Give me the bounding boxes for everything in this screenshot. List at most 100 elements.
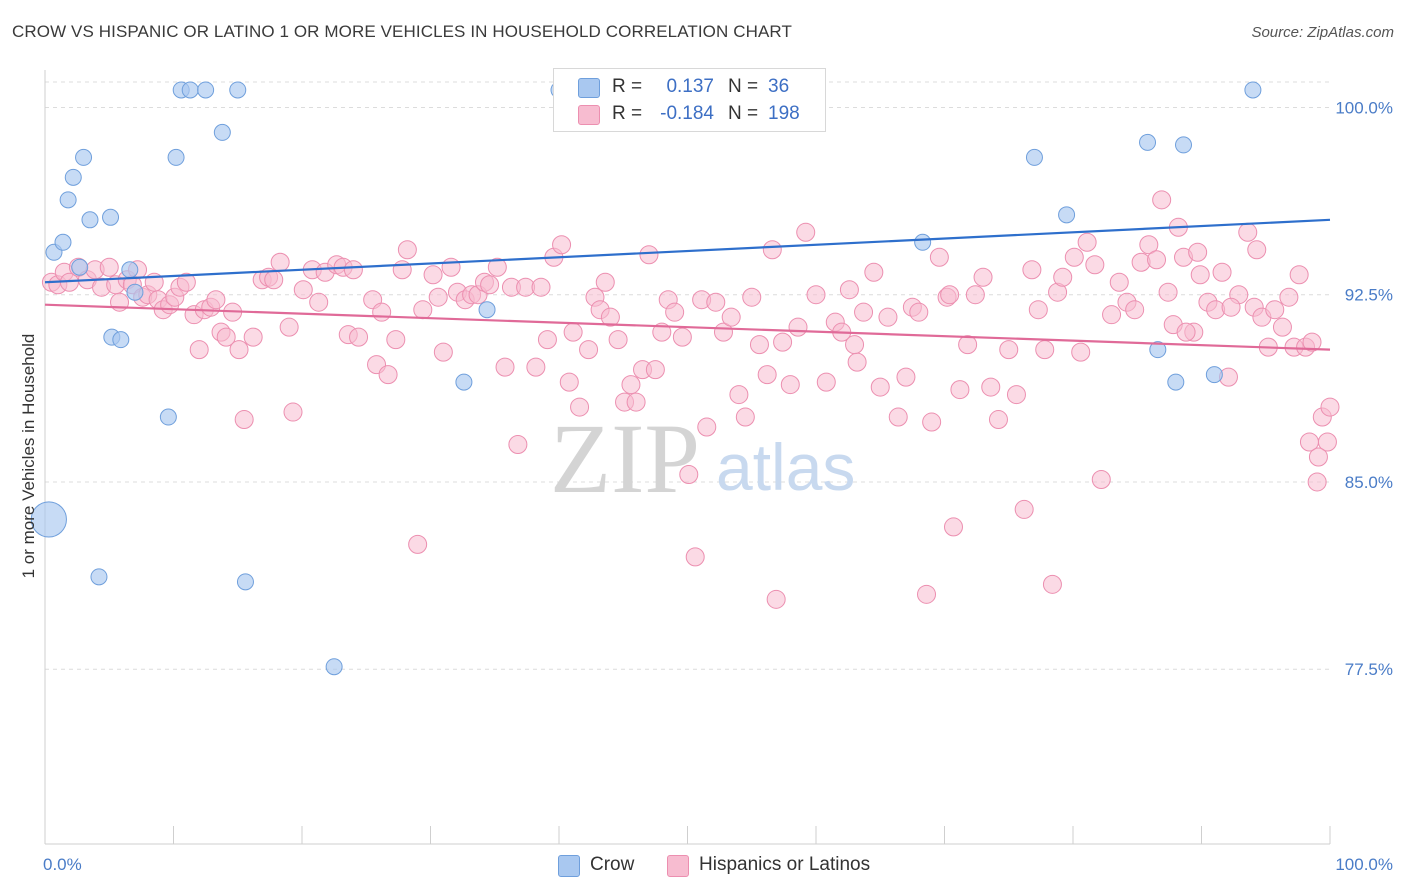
correlation-legend: R = 0.137 N = 36 R = -0.184 N = 198 xyxy=(553,68,826,132)
series-legend: Crow Hispanics or Latinos xyxy=(0,852,1406,878)
data-point-hispanics xyxy=(99,257,119,277)
data-point-hispanics xyxy=(1176,322,1196,342)
data-point-hispanics xyxy=(413,300,433,320)
legend-label-crow: Crow xyxy=(590,854,635,875)
data-point-hispanics xyxy=(526,357,546,377)
data-point-hispanics xyxy=(845,335,865,355)
data-point-hispanics xyxy=(888,407,908,427)
data-point-crow xyxy=(112,331,130,349)
data-point-hispanics xyxy=(626,392,646,412)
data-point-hispanics xyxy=(608,330,628,350)
data-point-hispanics xyxy=(1272,317,1292,337)
data-point-hispanics xyxy=(806,285,826,305)
x-tick-label: 0.0% xyxy=(43,855,82,874)
data-point-hispanics xyxy=(408,534,428,554)
data-point-hispanics xyxy=(1006,385,1026,405)
data-point-hispanics xyxy=(1014,499,1034,519)
data-point-hispanics xyxy=(343,260,363,280)
data-point-hispanics xyxy=(981,377,1001,397)
data-point-hispanics xyxy=(264,270,284,290)
data-point-crow xyxy=(90,568,108,586)
data-point-hispanics xyxy=(639,245,659,265)
data-point-hispanics xyxy=(216,327,236,347)
data-point-hispanics xyxy=(757,365,777,385)
data-point-crow xyxy=(71,258,89,276)
data-point-hispanics xyxy=(788,317,808,337)
data-point-hispanics xyxy=(283,402,303,422)
data-point-hispanics xyxy=(1152,190,1172,210)
data-point-crow xyxy=(54,233,72,251)
data-point-crow xyxy=(102,208,120,226)
data-point-hispanics xyxy=(309,292,329,312)
data-point-hispanics xyxy=(293,280,313,300)
data-point-hispanics xyxy=(973,267,993,287)
data-point-crow xyxy=(914,233,932,251)
data-point-crow xyxy=(1175,136,1193,154)
axes xyxy=(44,70,1331,845)
data-point-hispanics xyxy=(600,307,620,327)
data-point-hispanics xyxy=(697,417,717,437)
tick-labels: 100.0% 92.5% 85.0% 77.5% 0.0% 100.0% xyxy=(43,98,1393,874)
data-point-hispanics xyxy=(679,464,699,484)
data-point-hispanics xyxy=(965,285,985,305)
data-point-hispanics xyxy=(1221,297,1241,317)
data-point-hispanics xyxy=(508,435,528,455)
data-point-hispanics xyxy=(441,257,461,277)
data-point-hispanics xyxy=(988,410,1008,430)
data-point-hispanics xyxy=(780,375,800,395)
data-point-hispanics xyxy=(537,330,557,350)
data-point-hispanics xyxy=(1035,340,1055,360)
data-point-hispanics xyxy=(909,302,929,322)
data-point-hispanics xyxy=(386,330,406,350)
data-point-hispanics xyxy=(579,340,599,360)
data-point-hispanics xyxy=(1188,242,1208,262)
y-tick-label: 92.5% xyxy=(1345,286,1393,305)
data-point-hispanics xyxy=(1247,240,1267,260)
data-point-hispanics xyxy=(685,547,705,567)
data-point-hispanics xyxy=(1139,235,1159,255)
data-point-crow xyxy=(236,573,254,591)
data-point-hispanics xyxy=(1091,469,1111,489)
series-hispanics-or-latinos xyxy=(41,190,1340,609)
watermark-atlas: atlas xyxy=(716,430,855,504)
data-point-hispanics xyxy=(243,327,263,347)
data-point-hispanics xyxy=(929,247,949,267)
data-point-hispanics xyxy=(349,327,369,347)
data-point-hispanics xyxy=(234,410,254,430)
data-point-hispanics xyxy=(1102,305,1122,325)
data-point-hispanics xyxy=(896,367,916,387)
data-point-crow xyxy=(1025,148,1043,166)
data-point-hispanics xyxy=(749,335,769,355)
trend-line-hispanics xyxy=(44,303,1331,351)
data-point-crow xyxy=(325,658,343,676)
data-point-crow xyxy=(455,373,473,391)
data-point-hispanics xyxy=(570,397,590,417)
data-point-hispanics xyxy=(495,357,515,377)
data-point-hispanics xyxy=(563,322,583,342)
data-point-crow xyxy=(126,283,144,301)
data-point-crow xyxy=(1058,206,1076,224)
data-point-hispanics xyxy=(595,272,615,292)
data-point-hispanics xyxy=(854,302,874,322)
data-point-crow xyxy=(1205,366,1223,384)
data-point-crow xyxy=(181,81,199,99)
data-point-hispanics xyxy=(645,360,665,380)
data-point-hispanics xyxy=(423,265,443,285)
data-point-hispanics xyxy=(958,335,978,355)
data-point-hispanics xyxy=(397,240,417,260)
data-point-hispanics xyxy=(229,340,249,360)
data-point-hispanics xyxy=(270,252,290,272)
data-point-hispanics xyxy=(1109,272,1129,292)
data-point-hispanics xyxy=(773,332,793,352)
data-point-crow xyxy=(229,81,247,99)
trend-lines xyxy=(44,218,1331,351)
legend-r-label: R = xyxy=(612,76,643,97)
data-point-hispanics xyxy=(621,375,641,395)
data-point-hispanics xyxy=(652,322,672,342)
data-point-hispanics xyxy=(721,307,741,327)
data-point-hispanics xyxy=(1190,265,1210,285)
data-point-hispanics xyxy=(922,412,942,432)
watermark: ZIP atlas xyxy=(550,403,855,514)
data-point-hispanics xyxy=(1022,260,1042,280)
legend-swatch-crow xyxy=(558,855,580,877)
